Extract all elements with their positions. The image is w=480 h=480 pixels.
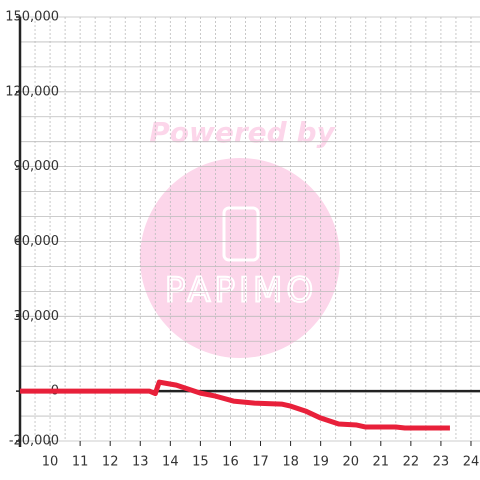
- x-tick-label: 12: [102, 455, 119, 470]
- x-tick-label: 23: [433, 455, 450, 470]
- x-tick-label: 22: [403, 455, 420, 470]
- x-tick-label: 20: [342, 455, 359, 470]
- y-tick-label: 90,000: [14, 159, 60, 174]
- watermark-circle: [140, 158, 340, 358]
- watermark-text: Powered by: [149, 116, 336, 149]
- x-tick-label: 18: [282, 455, 299, 470]
- watermark-logo: PAPIMO: [165, 271, 317, 311]
- y-tick-label: 30,000: [14, 309, 60, 324]
- x-tick-label: 17: [252, 455, 269, 470]
- x-tick-label: 14: [162, 455, 179, 470]
- x-tick-label: 24: [463, 455, 480, 470]
- watermark: Powered by PAPIMO: [140, 116, 340, 358]
- x-tick-label: 15: [192, 455, 209, 470]
- x-tick-label: 16: [222, 455, 239, 470]
- grid: [20, 16, 480, 442]
- y-tick-label: -20,000: [9, 434, 59, 449]
- x-tick-label: 11: [72, 455, 89, 470]
- x-tick-label: 10: [42, 455, 59, 470]
- x-tick-label: 19: [312, 455, 329, 470]
- y-tick-label: 150,000: [5, 10, 59, 25]
- watermark-phone: [222, 206, 260, 262]
- x-tick-label: 13: [132, 455, 149, 470]
- y-tick-label: 60,000: [14, 234, 60, 249]
- y-tick-label: 120,000: [5, 84, 59, 99]
- data-line: [20, 379, 450, 431]
- x-tick-label: 21: [373, 455, 390, 470]
